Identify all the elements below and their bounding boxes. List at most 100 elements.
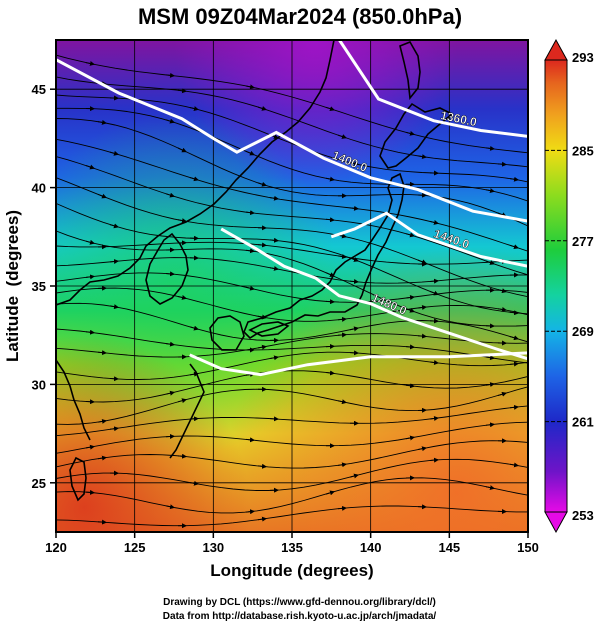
streamline (56, 156, 528, 276)
streamline (56, 405, 528, 437)
streamline-arrow (325, 176, 335, 182)
x-tick-label: 150 (517, 540, 539, 555)
streamline-arrow (429, 318, 439, 324)
streamline-arrow (85, 444, 95, 450)
streamline-arrow (509, 176, 519, 182)
coastline-ryukyu (169, 363, 205, 459)
x-tick-label: 120 (45, 540, 67, 555)
streamline-arrow (485, 422, 495, 428)
coastline-sakhalin (399, 40, 421, 101)
streamline-arrow (189, 480, 199, 486)
streamline-arrow (177, 218, 187, 224)
streamline-arrow (85, 239, 95, 245)
colorbar-extend-top (544, 38, 568, 61)
streamline-arrow (269, 416, 279, 422)
streamline-arrow (509, 361, 519, 367)
streamline-arrow (417, 305, 427, 310)
y-tick-label: 30 (32, 377, 46, 392)
streamline-arrow (417, 333, 427, 339)
streamline-arrow (85, 61, 95, 66)
streamline-arrow (85, 489, 95, 495)
streamline-arrow (429, 457, 439, 463)
streamline-arrow (245, 285, 255, 291)
streamline (56, 328, 528, 364)
streamline-arrow (349, 161, 359, 166)
streamline-arrow (109, 426, 119, 432)
streamline (56, 351, 528, 380)
streamline-arrow (177, 88, 187, 94)
colorbar-tick-label: 253 (572, 508, 594, 523)
streamline-arrow (337, 316, 347, 322)
streamline-arrow (337, 399, 347, 405)
streamlines (56, 54, 528, 529)
streamline (56, 76, 528, 168)
streamline-arrow (269, 237, 279, 243)
coastline-honshu (243, 172, 405, 340)
coastline-kyushu (209, 315, 245, 351)
y-axis-label: Latitude (degrees) (3, 210, 22, 362)
streamline-arrow (497, 161, 507, 167)
y-axis-ticks: 25 30 35 40 45 (32, 82, 56, 491)
colorbar-tick-label: 261 (572, 415, 594, 430)
streamline-arrow (165, 504, 175, 510)
streamline-arrow (257, 344, 267, 350)
streamline (56, 386, 528, 425)
streamline-arrow (257, 463, 267, 469)
streamline (56, 202, 528, 315)
colorbar-tick-label: 269 (572, 324, 594, 339)
streamline-arrow (417, 192, 427, 198)
streamline-arrow (165, 341, 175, 347)
streamline-arrow (85, 329, 95, 335)
x-axis-ticks: 120 125 130 135 140 145 150 (45, 532, 539, 555)
streamline-arrow (245, 509, 255, 515)
streamline-arrow (85, 274, 95, 280)
coastline-korea (145, 232, 189, 305)
streamline-arrow (349, 279, 359, 284)
x-tick-label: 130 (202, 540, 224, 555)
streamline-arrow (337, 254, 347, 259)
streamline (56, 230, 528, 327)
streamline (56, 241, 528, 265)
streamline-arrow (325, 370, 335, 376)
x-tick-label: 135 (281, 540, 303, 555)
streamline-arrow (485, 188, 495, 194)
streamline-arrow (109, 304, 119, 310)
streamline (56, 287, 528, 322)
streamline-arrow (509, 462, 519, 468)
streamline-arrow (85, 164, 95, 170)
streamline-arrow (485, 485, 495, 491)
streamline-arrow (485, 382, 495, 388)
contour-line (189, 351, 528, 377)
streamline-arrow (417, 154, 427, 160)
streamline-arrow (429, 360, 439, 365)
streamline-arrow (405, 435, 415, 441)
streamline-arrow (177, 147, 187, 153)
x-tick-label: 140 (360, 540, 382, 555)
y-tick-label: 25 (32, 476, 46, 491)
streamline-arrow (189, 176, 199, 182)
y-tick-label: 45 (32, 82, 46, 97)
streamline (56, 272, 528, 303)
streamline-arrow (257, 181, 267, 187)
streamline-arrow (509, 310, 519, 316)
streamline (56, 107, 528, 202)
colorbar-tick-label: 277 (572, 234, 594, 249)
credit-drawing: Drawing by DCL (https://www.gfd-dennou.o… (163, 597, 436, 608)
streamline-arrow (245, 150, 255, 156)
streamline-arrow (177, 295, 187, 300)
streamline-arrow (165, 72, 175, 78)
streamline-arrow (109, 150, 119, 156)
streamline-arrow (429, 416, 439, 421)
streamline-arrow (189, 325, 199, 331)
streamline-arrow (429, 278, 439, 284)
streamline (56, 302, 528, 343)
streamline-arrow (429, 220, 439, 225)
streamline-arrow (109, 259, 119, 264)
streamline (56, 370, 528, 403)
streamline-arrow (325, 299, 335, 305)
streamline-arrow (177, 453, 187, 459)
streamline-arrow (509, 404, 519, 410)
streamline-arrow (97, 455, 107, 461)
